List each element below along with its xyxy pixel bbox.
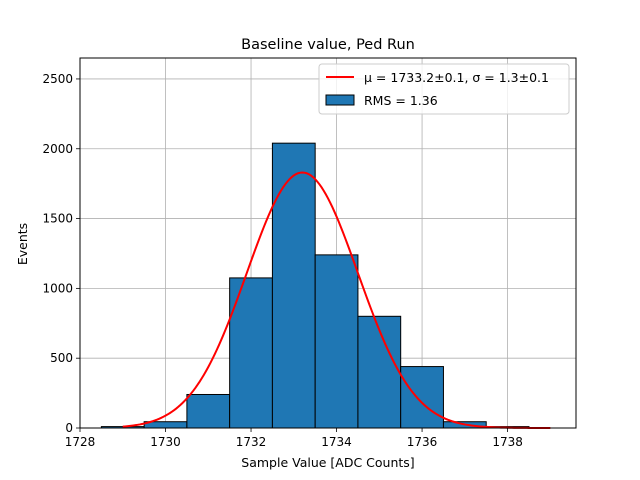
y-tick-label-3: 1500 — [42, 212, 73, 226]
grid-lines — [79, 58, 576, 429]
x-axis-label: Sample Value [ADC Counts] — [241, 455, 414, 470]
fit-curve-layer — [122, 171, 551, 429]
legend: μ = 1733.2±0.1, σ = 1.3±0.1 RMS = 1.36 — [318, 63, 570, 115]
legend-box — [318, 63, 570, 115]
y-tick-label-5: 2500 — [42, 72, 73, 86]
y-tick-label-0: 0 — [65, 421, 73, 435]
legend-hist-swatch — [325, 94, 355, 106]
histogram-bar-5 — [314, 254, 359, 429]
histogram-bar-6 — [357, 315, 402, 429]
x-tick-label-2: 1732 — [236, 435, 267, 449]
plot-frame — [79, 57, 577, 429]
y-tick-label-2: 1000 — [42, 281, 73, 295]
x-tick-label-0: 1728 — [65, 435, 96, 449]
fit-curve — [122, 171, 551, 429]
axis-ticks: 1728 1730 1732 1734 1736 1738 0 500 1000 1500 2000… — [42, 72, 522, 449]
legend-fit-label: μ = 1733.2±0.1, σ = 1.3±0.1 — [364, 70, 549, 85]
x-tick-label-3: 1734 — [321, 435, 352, 449]
histogram-bar-2 — [186, 393, 231, 429]
y-tick-label-4: 2000 — [42, 142, 73, 156]
x-tick-label-1: 1730 — [150, 435, 181, 449]
histogram-bar-4 — [271, 142, 316, 429]
chart-title: Baseline value, Ped Run — [241, 37, 415, 53]
y-axis-label: Events — [15, 223, 30, 265]
legend-hist-label: RMS = 1.36 — [364, 93, 438, 108]
histogram-bar-7 — [400, 366, 444, 429]
x-tick-label-5: 1738 — [492, 435, 523, 449]
y-tick-label-1: 500 — [50, 351, 73, 365]
x-tick-label-4: 1736 — [407, 435, 438, 449]
